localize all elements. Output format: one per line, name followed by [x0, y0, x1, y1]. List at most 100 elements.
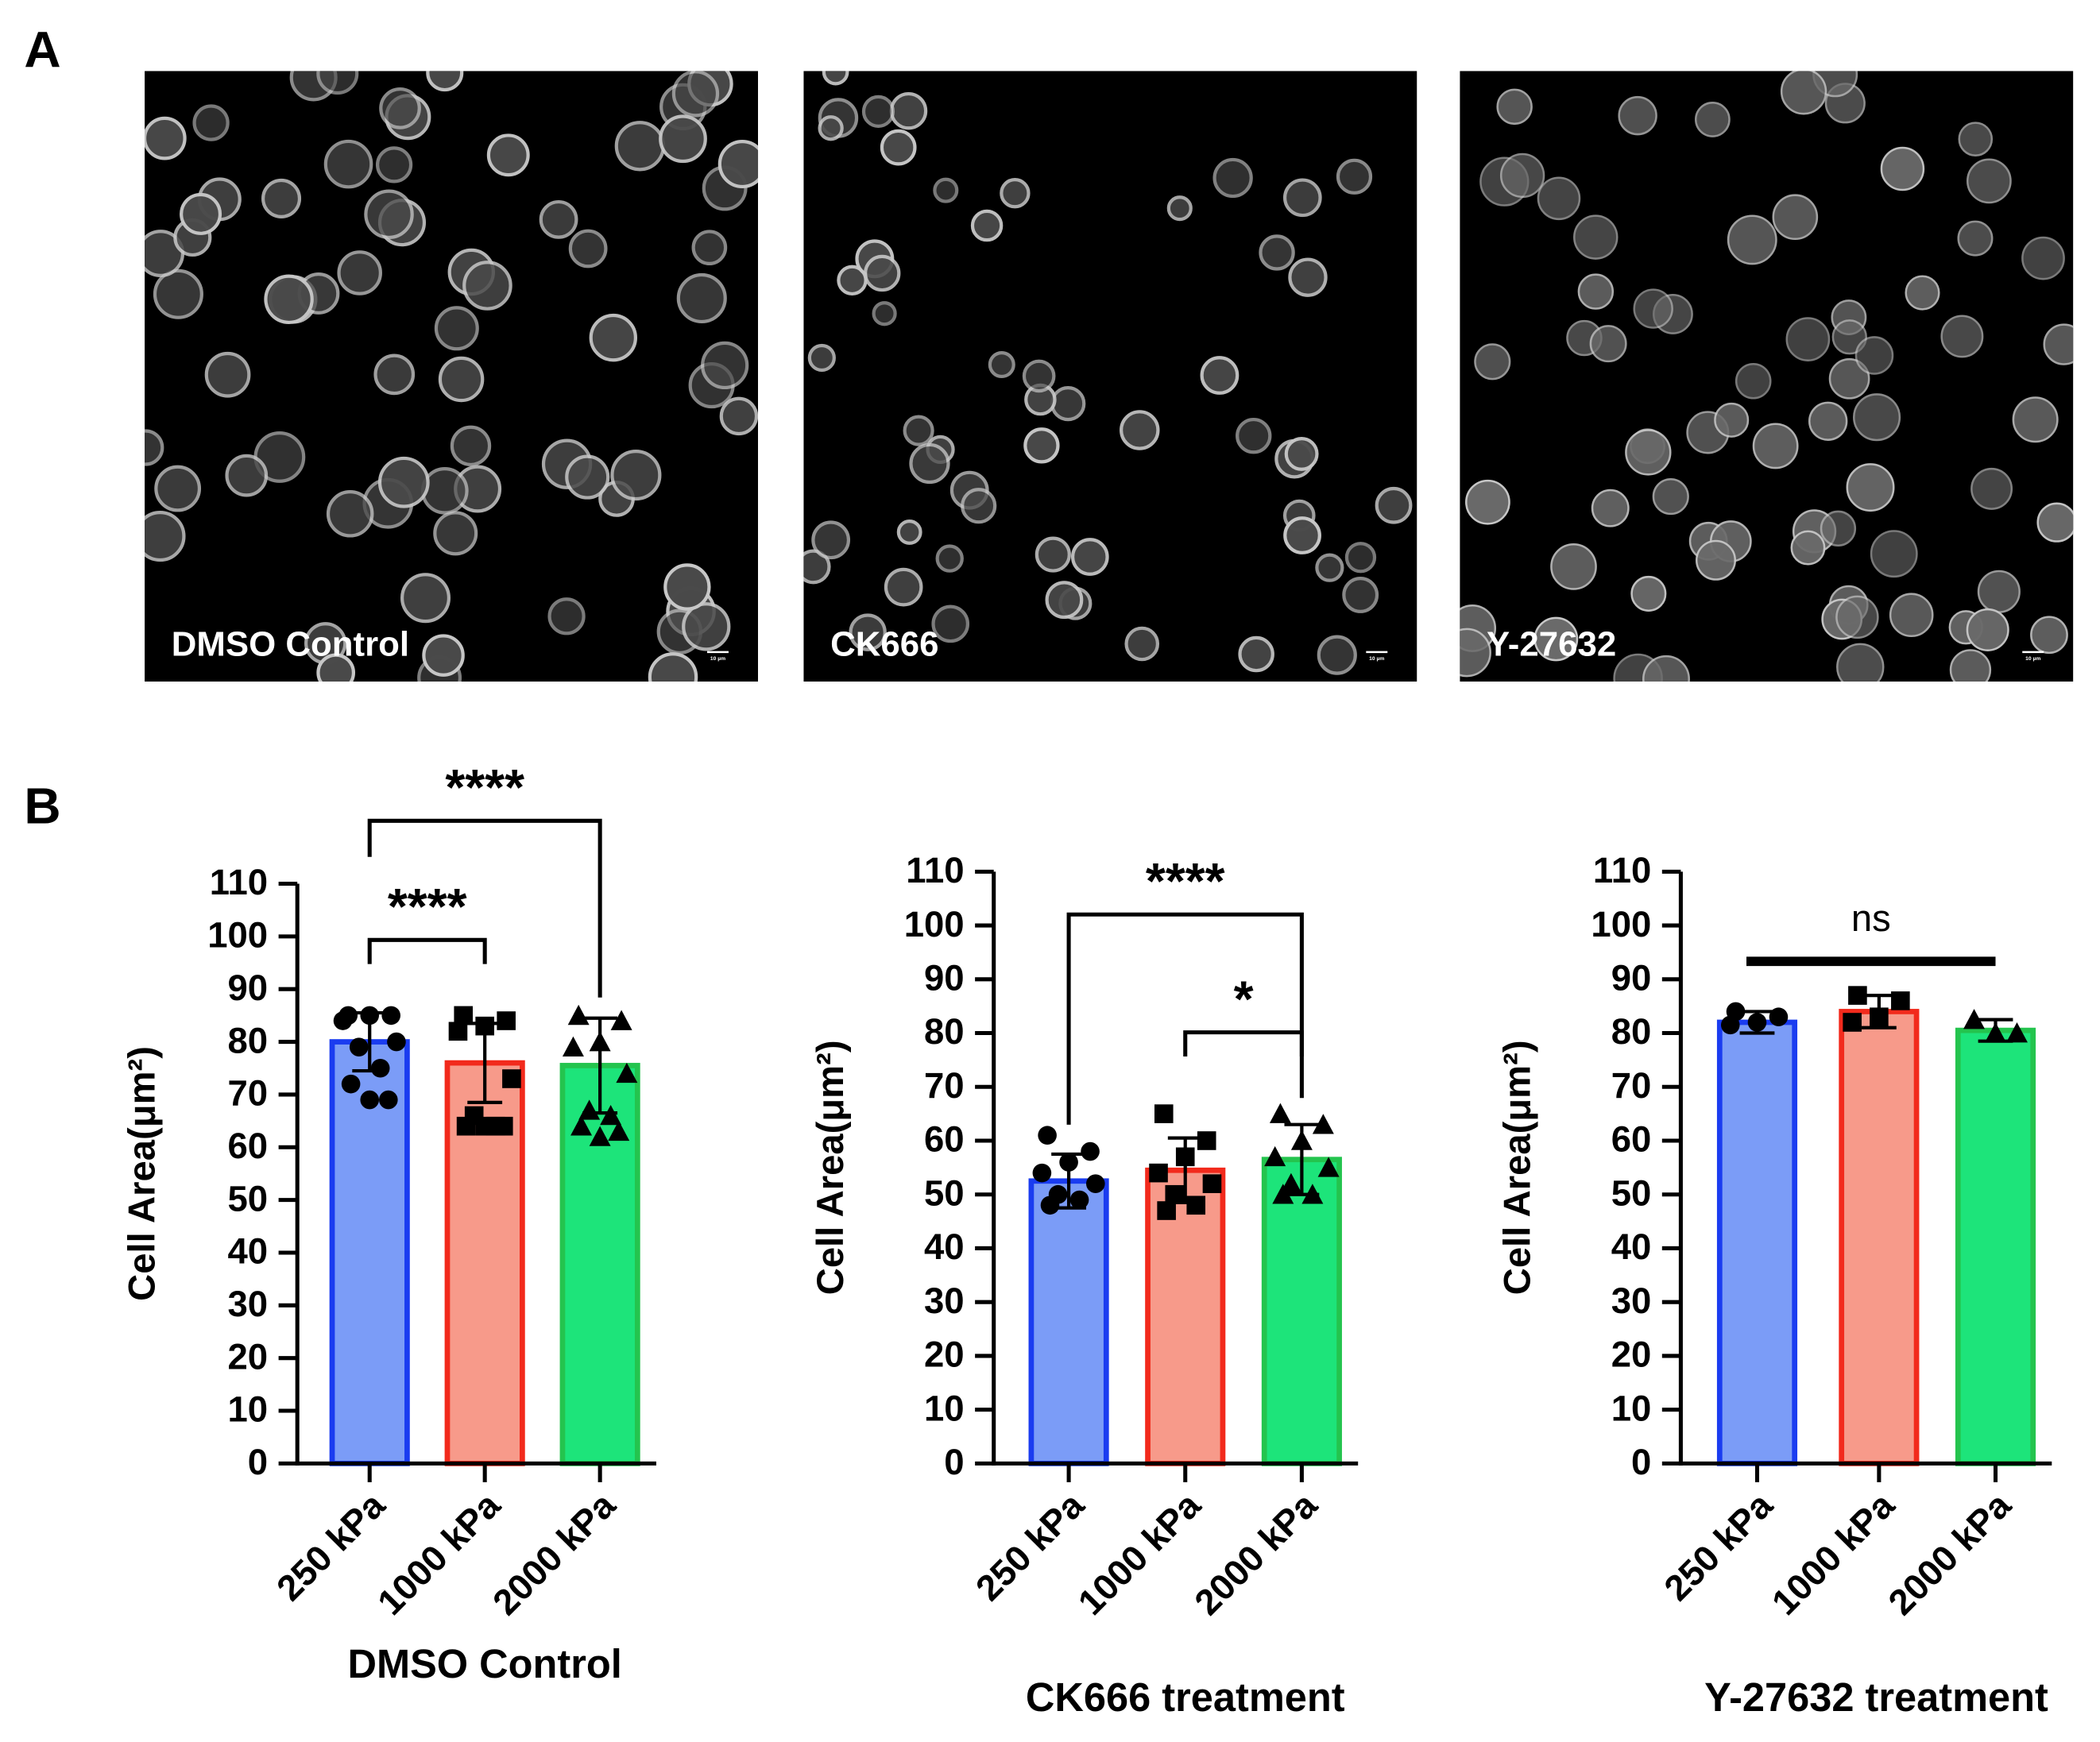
micrograph: [1460, 71, 2074, 682]
y-tick-label: 40: [924, 1226, 965, 1267]
data-point: [1038, 1126, 1057, 1145]
cell: [1474, 343, 1511, 380]
data-point: [1202, 1174, 1222, 1193]
y-tick-label: 80: [924, 1011, 965, 1052]
cell: [1282, 178, 1322, 218]
y-tick-label: 100: [207, 915, 268, 956]
cell: [316, 71, 359, 95]
scale-bar-label: 10 µm: [1369, 656, 1384, 662]
cell: [1284, 436, 1319, 471]
data-point: [1280, 1172, 1302, 1193]
data-point: [381, 1006, 400, 1026]
cell: [261, 178, 302, 218]
cell: [1880, 146, 1925, 191]
y-axis-label: Cell Area(μm²): [1497, 1040, 1539, 1295]
y-tick-label: 110: [210, 862, 268, 902]
y-tick-label: 60: [924, 1119, 965, 1160]
data-point: [1069, 1190, 1089, 1210]
cell: [1957, 220, 1994, 257]
cell: [961, 488, 997, 524]
data-point: [608, 1120, 630, 1141]
cell: [264, 274, 314, 325]
data-point: [1081, 1141, 1100, 1161]
data-point: [1040, 1195, 1060, 1215]
y-tick-label: 20: [1611, 1335, 1652, 1375]
y-axis-label: Cell Area(μm²): [122, 1046, 164, 1301]
cell: [903, 415, 934, 446]
image-label: CK666: [830, 625, 938, 664]
cell: [145, 429, 164, 466]
significance-label: ****: [445, 759, 524, 816]
cell: [434, 306, 479, 351]
cell: [1023, 427, 1060, 464]
cell: [1854, 336, 1894, 375]
cell: [1238, 635, 1274, 673]
cell: [1970, 467, 2013, 510]
bar: [1716, 1019, 1798, 1466]
cell: [1846, 463, 1895, 512]
cell: [1200, 356, 1240, 395]
cell: [426, 71, 464, 92]
cell: [1070, 538, 1109, 576]
scale-bar-label: 10 µm: [710, 656, 725, 662]
cell: [2036, 502, 2074, 543]
cell: [1035, 536, 1071, 573]
cell: [970, 209, 1004, 242]
scale-bar-label: 10 µm: [2025, 656, 2040, 662]
cell: [539, 199, 578, 239]
cell: [1344, 542, 1377, 574]
cell: [1496, 88, 1533, 126]
data-point: [349, 1037, 369, 1056]
cell: [1630, 575, 1667, 612]
cell: [1966, 608, 2009, 651]
cell: [225, 454, 269, 497]
cell: [671, 71, 720, 118]
cell: [610, 450, 662, 501]
cell: [1958, 122, 1994, 156]
cell: [1022, 359, 1056, 393]
cell: [691, 230, 728, 266]
cell: [864, 254, 901, 292]
bar: [559, 1063, 640, 1466]
y-tick-label: 10: [227, 1389, 268, 1430]
cell: [1820, 510, 1857, 547]
cell: [861, 95, 895, 128]
cell: [377, 456, 430, 508]
y-tick-label: 70: [924, 1065, 965, 1106]
data-point: [1165, 1184, 1185, 1204]
cell: [1977, 570, 2021, 613]
data-point: [1317, 1157, 1340, 1177]
data-point: [1312, 1114, 1334, 1134]
cell: [154, 465, 202, 512]
y-tick-label: 80: [227, 1020, 268, 1060]
cell: [375, 146, 413, 183]
cell: [1124, 626, 1160, 662]
cell: [192, 104, 230, 141]
cell: [180, 192, 222, 235]
cell: [462, 261, 512, 311]
cell: [486, 133, 530, 177]
data-point: [570, 1115, 593, 1136]
data-point: [360, 1090, 380, 1110]
cell: [988, 351, 1015, 379]
cell: [803, 549, 831, 585]
cell: [1785, 317, 1831, 361]
cell: [373, 353, 416, 396]
bar: [1261, 1157, 1342, 1466]
cell: [1905, 275, 1940, 311]
significance-bracket: [1183, 1030, 1304, 1056]
data-point: [456, 1116, 476, 1136]
data-point: [454, 1006, 474, 1026]
cell: [450, 425, 492, 467]
data-point: [1720, 1015, 1740, 1035]
cell: [1288, 257, 1328, 297]
y-tick-label: 110: [1593, 850, 1651, 890]
cell: [818, 115, 844, 141]
cell: [884, 567, 923, 607]
y-tick-label: 0: [1631, 1442, 1651, 1482]
data-point: [370, 1058, 390, 1078]
cell: [547, 597, 586, 635]
cell: [1652, 477, 1689, 516]
cell: [1342, 577, 1379, 613]
